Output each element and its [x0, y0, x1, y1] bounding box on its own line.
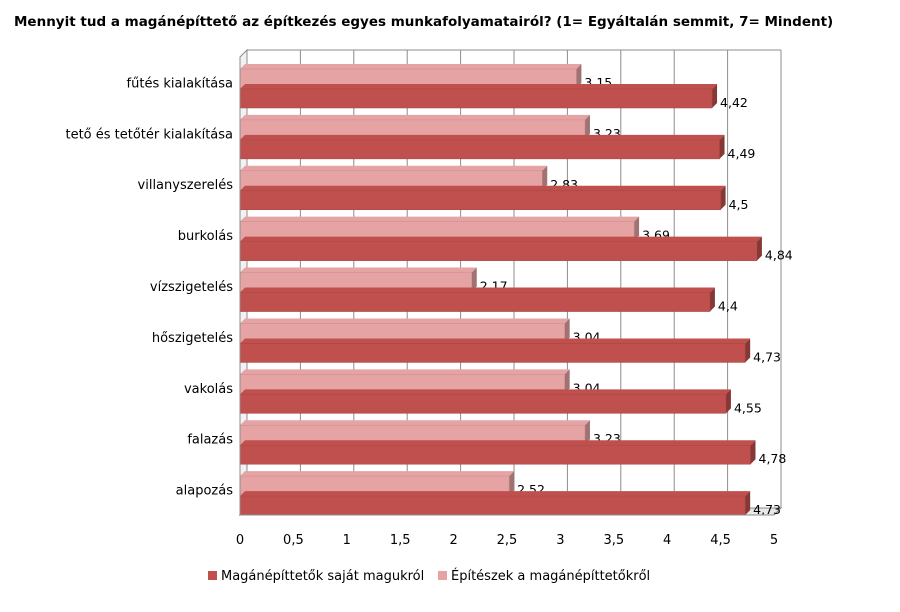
- legend-label: Építészek a magánépíttetőkről: [451, 568, 650, 584]
- category-label: villanyszerelés: [138, 178, 234, 193]
- bar-side: [584, 420, 590, 445]
- x-tick-label: 4: [663, 533, 671, 548]
- category-label: vakolás: [184, 382, 233, 397]
- bar-top: [240, 134, 725, 140]
- bar: [239, 394, 727, 414]
- category-label: vízszigetelés: [150, 280, 233, 295]
- data-label: 4,4: [718, 299, 738, 314]
- bar-side: [719, 134, 725, 159]
- bar-top: [240, 216, 640, 222]
- bar-top: [240, 420, 590, 426]
- bar: [239, 139, 720, 160]
- data-label: 4,73: [753, 502, 781, 517]
- x-tick-label: 1: [343, 533, 351, 548]
- data-label: 4,42: [720, 95, 748, 110]
- legend: Magánépíttetők saját magukról Építészek a…: [208, 568, 650, 584]
- bar-top: [240, 165, 548, 171]
- bar-side: [709, 287, 715, 312]
- bar: [239, 241, 758, 261]
- data-label: 4,78: [759, 451, 787, 466]
- bar-side: [564, 369, 570, 394]
- bar-top: [240, 318, 570, 324]
- x-tick-label: 0: [236, 533, 244, 548]
- bar-side: [750, 440, 756, 465]
- category-label: burkolás: [178, 229, 233, 244]
- category-label: hőszigetelés: [152, 331, 233, 346]
- bar-top: [240, 389, 731, 395]
- bar-top: [240, 369, 570, 375]
- bar: [239, 190, 721, 211]
- bar-side: [725, 389, 731, 414]
- legend-swatch: [208, 571, 217, 580]
- bar: [239, 292, 711, 312]
- bar-top: [240, 236, 762, 242]
- bar-side: [712, 84, 718, 108]
- bar: [239, 495, 746, 516]
- x-tick-label: 2,5: [497, 533, 518, 548]
- gridline-floor: [773, 507, 782, 516]
- bar-side: [542, 165, 548, 190]
- bar: [239, 88, 713, 109]
- bar-side: [745, 338, 751, 363]
- data-label: 4,73: [753, 349, 781, 364]
- x-tick-label: 4,5: [710, 533, 731, 548]
- x-tick-label: 3,5: [603, 533, 624, 548]
- data-label: 4,55: [734, 400, 762, 415]
- bar-side: [756, 236, 762, 261]
- bar-top: [240, 185, 726, 191]
- bar-side: [634, 216, 640, 241]
- bar-top: [240, 338, 751, 344]
- bar-side: [720, 185, 726, 210]
- x-tick-label: 5: [770, 533, 778, 548]
- category-label: alapozás: [176, 484, 234, 499]
- bar-side: [564, 318, 570, 343]
- bar-side: [471, 267, 477, 292]
- bar-side: [576, 64, 582, 88]
- bar-side: [745, 491, 751, 516]
- bar-top: [240, 440, 756, 446]
- bar-top: [240, 471, 515, 477]
- category-label: tető és tetőtér kialakítása: [65, 127, 233, 142]
- bar-top: [240, 84, 718, 89]
- category-label: falazás: [187, 433, 233, 448]
- bar-top: [240, 64, 582, 69]
- data-label: 4,84: [765, 248, 793, 263]
- x-tick-label: 3: [556, 533, 564, 548]
- bar-top: [240, 114, 590, 120]
- legend-label: Magánépíttetők saját magukról: [221, 569, 424, 584]
- x-tick-label: 1,5: [390, 533, 411, 548]
- legend-swatch: [438, 571, 447, 580]
- category-label: fűtés kialakítása: [127, 76, 233, 91]
- bar-top: [240, 287, 715, 293]
- data-label: 4,5: [729, 197, 749, 212]
- bar-top: [240, 491, 751, 497]
- bar-side: [509, 471, 515, 496]
- x-tick-label: 2: [449, 533, 457, 548]
- bar: [239, 444, 751, 465]
- bar-top: [240, 267, 477, 273]
- data-label: 4,49: [728, 146, 756, 161]
- x-tick-label: 0,5: [283, 533, 304, 548]
- bar: [239, 343, 746, 363]
- chart-title: Mennyit tud a magánépíttető az építkezés…: [14, 14, 834, 30]
- bar-side: [584, 114, 590, 139]
